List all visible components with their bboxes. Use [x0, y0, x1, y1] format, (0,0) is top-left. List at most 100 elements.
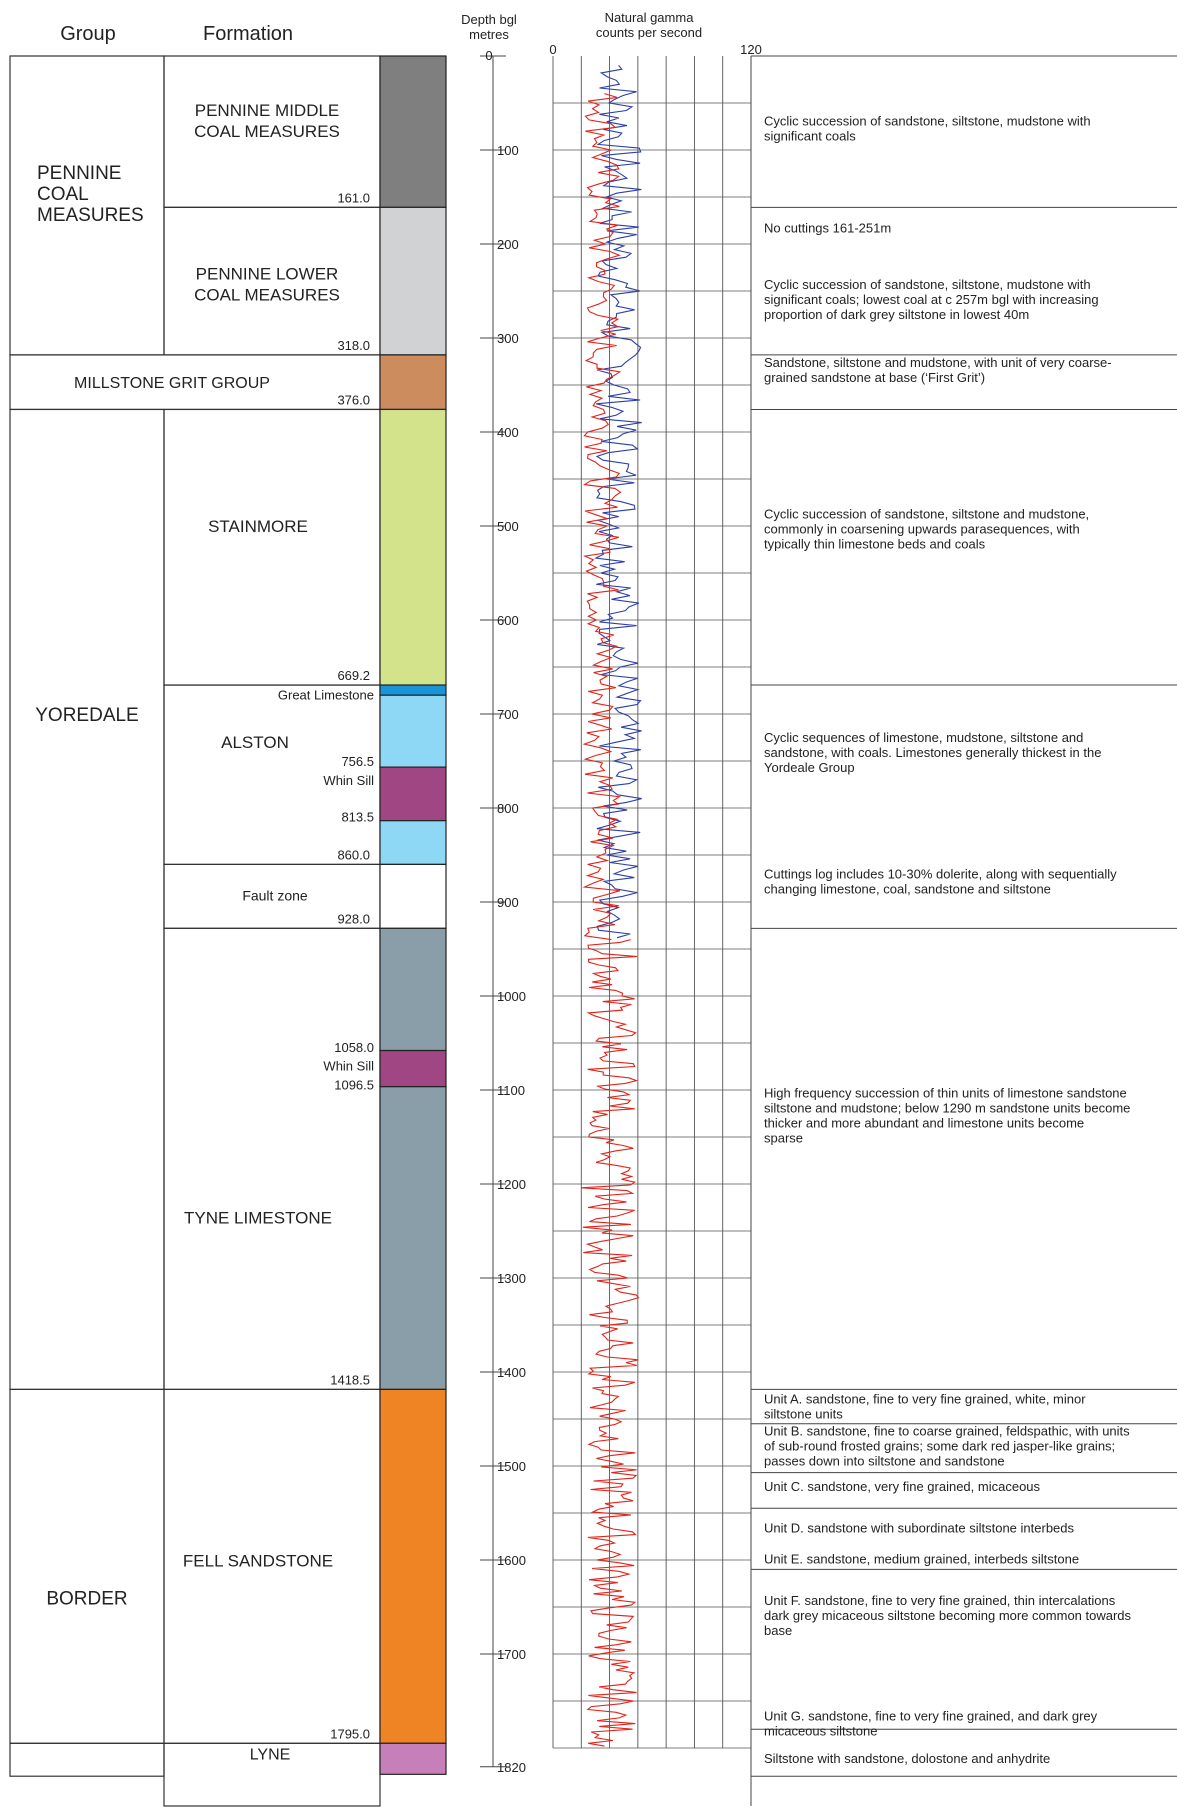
gamma-curve-red	[582, 93, 622, 941]
depth-header-line-1: Depth bgl	[461, 12, 517, 27]
gamma-header-line-2: counts per second	[596, 25, 702, 40]
gamma-curve-red	[581, 939, 640, 1747]
description-line: Unit E. sandstone, medium grained, inter…	[764, 1552, 1079, 1567]
description-line: siltstone units	[764, 1407, 843, 1422]
depth-tick-label: 0	[485, 48, 492, 63]
description-line: grained sandstone at base (‘First Grit’)	[764, 370, 985, 385]
formation-base-depth: 860.0	[337, 847, 370, 862]
description-line: thicker and more abundant and limestone …	[764, 1115, 1084, 1130]
description-line: Yordeale Group	[764, 760, 855, 775]
group-header: Group	[60, 23, 116, 45]
depth-tick-label: 1200	[497, 1177, 526, 1192]
gamma-log-track	[552, 56, 752, 1749]
description-line: base	[764, 1623, 792, 1638]
lithology-column	[379, 55, 447, 1775]
depth-axis: 0 100 200 300 400 500 600 700 800 900 1000 1100 1200…	[480, 48, 526, 1775]
formation-base-depth: 1795.0	[330, 1726, 370, 1741]
depth-tick-label: 100	[497, 143, 519, 158]
description-line: Unit F. sandstone, fine to very fine gra…	[764, 1593, 1116, 1608]
description-line: commonly in coarsening upwards paraseque…	[764, 521, 1080, 536]
description-line: of sub-round frosted grains; some dark r…	[764, 1439, 1115, 1454]
formation-cell	[163, 927, 381, 1390]
formation-base-depth: 318.0	[337, 338, 370, 353]
formation-header: Formation	[203, 23, 293, 45]
group-label: MILLSTONE GRIT GROUP	[74, 375, 270, 392]
lithology-block	[379, 55, 447, 208]
description-line: changing limestone, coal, sandstone and …	[764, 881, 1051, 896]
inline-label: 1096.5	[334, 1077, 374, 1092]
description-line: Sandstone, siltstone and mudstone, with …	[764, 355, 1112, 370]
inline-label: 756.5	[341, 754, 374, 769]
description-line: High frequency succession of thin units …	[764, 1085, 1127, 1100]
inline-label: 813.5	[341, 809, 374, 824]
depth-tick-label: 1820	[497, 1760, 526, 1775]
lithology-block	[379, 408, 447, 686]
description-line: Unit C. sandstone, very fine grained, mi…	[764, 1479, 1041, 1494]
depth-tick-label: 1300	[497, 1271, 526, 1286]
description-line: Siltstone with sandstone, dolostone and …	[764, 1751, 1050, 1766]
formation-base-depth: 376.0	[337, 392, 370, 407]
formation-label: FELL SANDSTONE	[183, 1552, 333, 1571]
depth-tick-label: 1100	[497, 1083, 525, 1098]
lithology-block	[379, 206, 447, 356]
description-line: Cyclic succession of sandstone, siltston…	[764, 277, 1091, 292]
inline-label: Whin Sill	[323, 1059, 374, 1074]
group-label: MEASURES	[37, 205, 144, 226]
formation-label: Fault zone	[242, 887, 308, 903]
depth-tick-label: 1700	[497, 1647, 526, 1662]
gamma-curve-blue	[594, 65, 642, 939]
description-column: Cyclic succession of sandstone, siltston…	[750, 55, 1177, 1806]
group-cell	[9, 1742, 165, 1777]
description-line: siltstone and mudstone; below 1290 m san…	[764, 1100, 1130, 1115]
description-line: significant coals; lowest coal at c 257m…	[764, 292, 1099, 307]
lithology-block	[379, 684, 447, 696]
lithology-block	[379, 1049, 447, 1088]
inline-label: Great Limestone	[278, 687, 374, 702]
gamma-axis-min: 0	[549, 42, 556, 57]
formation-label: ALSTON	[221, 733, 289, 752]
column-headers: Group Formation Depth bgl metres Natural…	[60, 10, 762, 57]
formation-column: PENNINE MIDDLE COAL MEASURES 161.0 PENNINE …	[163, 55, 381, 1744]
formation-label: TYNE LIMESTONE	[184, 1209, 332, 1228]
description-line: No cuttings 161-251m	[764, 220, 891, 235]
formation-base-depth: 669.2	[337, 668, 370, 683]
description-line: proportion of dark grey siltstone in low…	[764, 307, 1029, 322]
depth-tick-label: 700	[497, 707, 519, 722]
lithology-block	[379, 820, 447, 866]
gamma-header-line-1: Natural gamma	[605, 10, 695, 25]
lithology-block	[379, 694, 447, 768]
depth-tick-label: 400	[497, 425, 519, 440]
description-line: typically thin limestone beds and coals	[764, 536, 986, 551]
depth-tick-label: 800	[497, 801, 519, 816]
description-line: micaceous siltstone	[764, 1724, 877, 1739]
lithology-block	[379, 927, 447, 1052]
depth-tick-label: 300	[497, 331, 519, 346]
formation-label: COAL MEASURES	[194, 285, 340, 304]
gamma-axis-max: 120	[740, 42, 762, 57]
description-line: Unit B. sandstone, fine to coarse graine…	[764, 1424, 1130, 1439]
inline-label: Whin Sill	[323, 773, 374, 788]
description-line: sparse	[764, 1130, 803, 1145]
description-line: sandstone, with coals. Limestones genera…	[764, 745, 1101, 760]
group-label: YOREDALE	[35, 705, 138, 726]
description-line: dark grey micaceous siltstone becoming m…	[764, 1608, 1132, 1623]
depth-tick-label: 1000	[497, 989, 526, 1004]
description-line: Unit A. sandstone, fine to very fine gra…	[764, 1392, 1086, 1407]
formation-base-depth: 161.0	[337, 190, 370, 205]
description-line: passes down into siltstone and sandstone	[764, 1454, 1005, 1469]
lithology-block	[379, 1086, 447, 1390]
description-line: Cyclic sequences of limestone, mudstone,…	[764, 730, 1083, 745]
lithology-block	[379, 863, 447, 929]
depth-tick-label: 900	[497, 895, 519, 910]
formation-base-depth: 1418.5	[330, 1372, 370, 1387]
group-label: COAL	[37, 184, 89, 205]
group-label: LYNE	[250, 1746, 291, 1763]
formation-label: STAINMORE	[208, 517, 308, 536]
formation-label: PENNINE MIDDLE	[195, 101, 340, 120]
description-line: significant coals	[764, 128, 856, 143]
lithology-block	[379, 766, 447, 822]
depth-header-line-2: metres	[469, 27, 509, 42]
description-line: Cuttings log includes 10-30% dolerite, a…	[764, 866, 1117, 881]
